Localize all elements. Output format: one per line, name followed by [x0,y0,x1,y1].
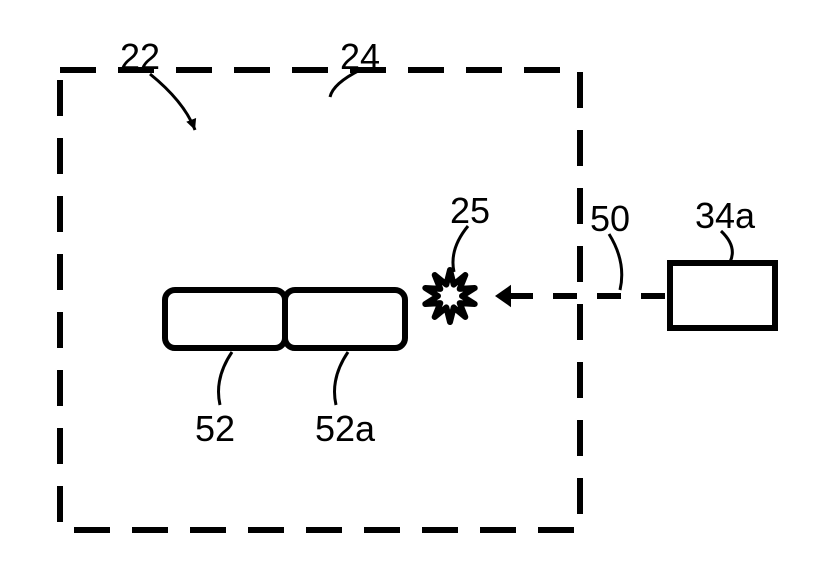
starburst-25 [425,270,474,322]
rect-52a [285,290,405,348]
diagram-canvas [0,0,836,588]
label-50: 50 [590,198,630,240]
label-34a: 34a [695,195,755,237]
leader-l52 [219,352,233,405]
rect-52 [165,290,285,348]
label-52a: 52a [315,408,375,450]
label-24: 24 [340,36,380,78]
leader-l52a [335,352,349,405]
leader-l25 [453,226,468,272]
rect-34a [670,263,775,328]
leader-l50 [609,234,622,290]
label-25: 25 [450,190,490,232]
label-22: 22 [120,36,160,78]
arrow-50-head [495,285,511,307]
label-52: 52 [195,408,235,450]
